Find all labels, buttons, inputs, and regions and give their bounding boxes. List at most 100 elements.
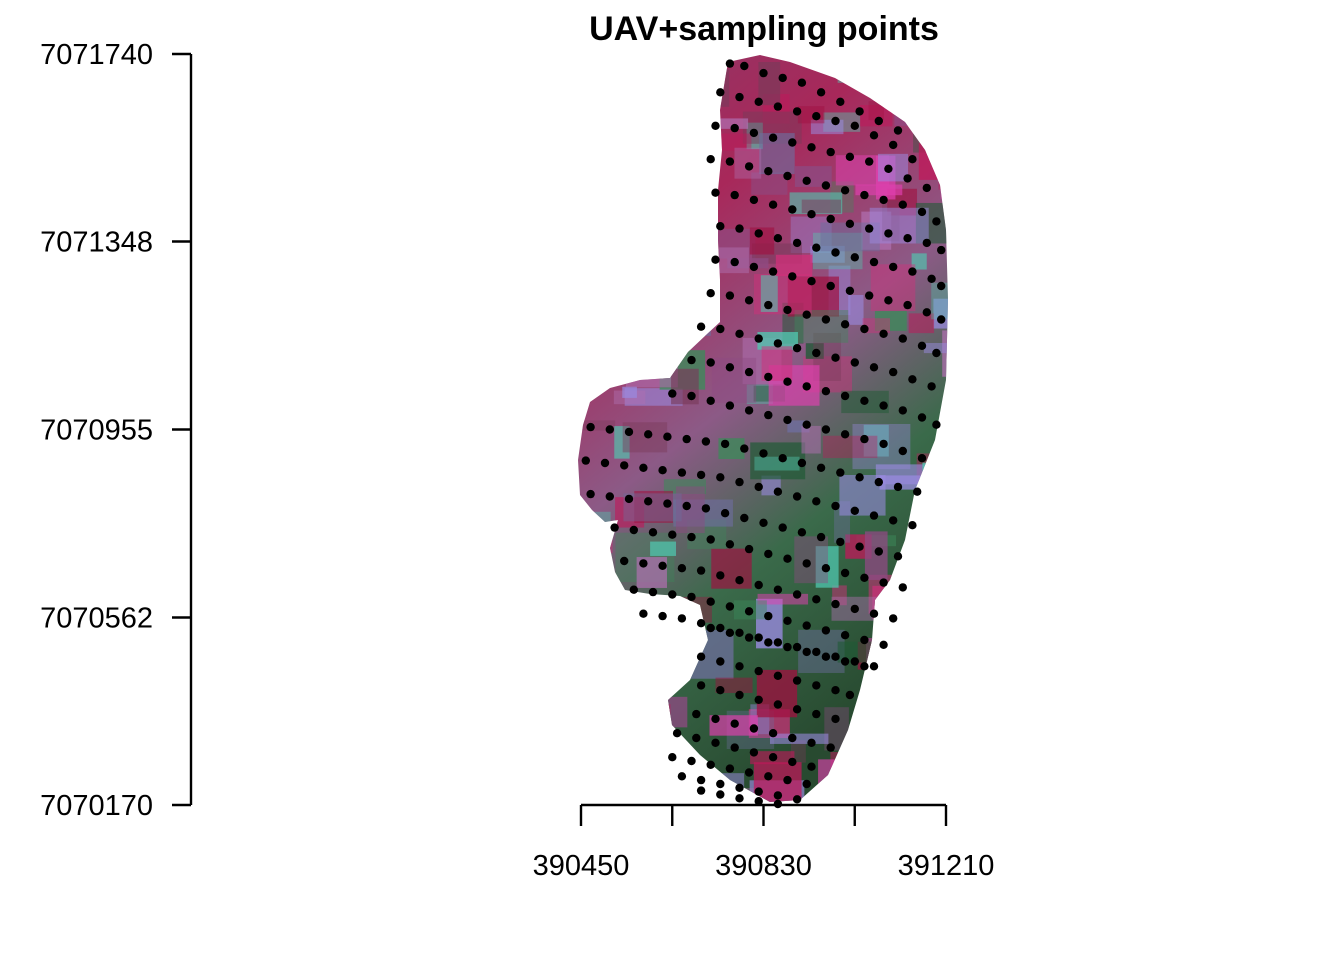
sampling-point (816, 88, 826, 97)
sampling-point (773, 638, 783, 647)
sampling-point (716, 571, 725, 580)
raster-patch (680, 629, 734, 679)
raster-patch (627, 601, 681, 613)
sampling-point (937, 315, 946, 324)
sampling-point (807, 277, 816, 286)
raster-patch (599, 331, 635, 382)
sampling-point (937, 281, 946, 291)
sampling-point (696, 619, 706, 628)
sampling-point (773, 791, 783, 800)
sampling-point (783, 171, 792, 181)
sampling-point (869, 609, 879, 618)
raster-patch (624, 729, 669, 760)
sampling-point (788, 272, 797, 281)
sampling-point (869, 662, 879, 671)
raster-patch (848, 294, 864, 325)
raster-patch (620, 209, 670, 246)
x-axis: 390450 390830 391210 (533, 803, 994, 882)
sampling-point (749, 262, 759, 272)
sampling-point (831, 714, 840, 724)
sampling-point (821, 181, 831, 190)
sampling-point (668, 590, 677, 599)
sampling-point (730, 719, 739, 728)
sampling-point (764, 300, 773, 310)
raster-patch (609, 714, 651, 741)
raster-patch (582, 324, 624, 353)
raster-patch (918, 142, 948, 180)
raster-patch (609, 749, 635, 796)
sampling-point (730, 743, 739, 752)
sampling-point (692, 733, 701, 743)
sampling-point (716, 779, 725, 789)
sampling-point (735, 794, 744, 803)
raster-patch (871, 741, 911, 791)
sampling-point (922, 183, 931, 193)
sampling-point (893, 126, 903, 135)
sampling-point (792, 107, 802, 116)
sampling-point (812, 595, 821, 604)
sampling-point (764, 611, 773, 621)
sampling-point (687, 756, 696, 766)
sampling-point (845, 152, 855, 161)
raster-patch (855, 184, 903, 196)
sampling-point (735, 224, 744, 233)
sampling-point (792, 590, 802, 599)
sampling-point (754, 666, 763, 676)
sampling-point (701, 504, 711, 513)
sampling-point (850, 358, 859, 367)
sampling-point (917, 341, 927, 350)
sampling-point (768, 200, 778, 209)
sampling-point (840, 320, 850, 329)
sampling-point (706, 396, 715, 405)
raster-patch (611, 212, 633, 252)
sampling-point (869, 257, 879, 267)
raster-patch (625, 347, 678, 388)
sampling-point (773, 339, 783, 348)
sampling-point (716, 686, 725, 695)
raster-patch (794, 536, 829, 584)
sampling-point (821, 425, 831, 434)
sampling-point (908, 155, 917, 164)
raster-patch (629, 667, 675, 678)
raster-patch (619, 173, 640, 192)
sampling-point (696, 566, 706, 575)
sampling-point (831, 353, 840, 362)
raster-patch (714, 118, 749, 129)
sampling-point (802, 310, 811, 319)
sampling-point (730, 190, 739, 200)
y-tick-label: 7070170 (40, 790, 153, 822)
sampling-point (668, 389, 677, 398)
raster-patch (669, 179, 691, 197)
sampling-point (932, 348, 941, 358)
sampling-point (884, 229, 893, 238)
sampling-point (937, 245, 946, 255)
raster-patch (751, 172, 788, 195)
sampling-point (788, 138, 797, 147)
x-tick-label: 390450 (533, 850, 630, 882)
sampling-point (600, 458, 610, 468)
sampling-point (778, 523, 787, 532)
sampling-point (768, 133, 778, 142)
raster-patch (943, 401, 948, 446)
sampling-point (706, 623, 715, 633)
sampling-point (826, 743, 835, 752)
sampling-point (879, 329, 888, 338)
sampling-point (716, 790, 725, 799)
sampling-point (850, 506, 859, 515)
raster-patch (676, 486, 705, 534)
sampling-point (764, 638, 773, 647)
sampling-point (879, 640, 888, 649)
sampling-point (898, 583, 907, 592)
sampling-point (764, 549, 773, 559)
sampling-point (836, 468, 845, 477)
raster-patch (671, 368, 699, 405)
raster-patch (750, 442, 806, 480)
sampling-point (802, 176, 811, 185)
raster-patch (622, 422, 668, 453)
sampling-point (826, 281, 835, 291)
raster-patch (931, 56, 948, 79)
sampling-point (706, 760, 715, 769)
raster-patch (622, 386, 637, 398)
sampling-point (831, 599, 840, 609)
raster-patch (797, 106, 825, 124)
